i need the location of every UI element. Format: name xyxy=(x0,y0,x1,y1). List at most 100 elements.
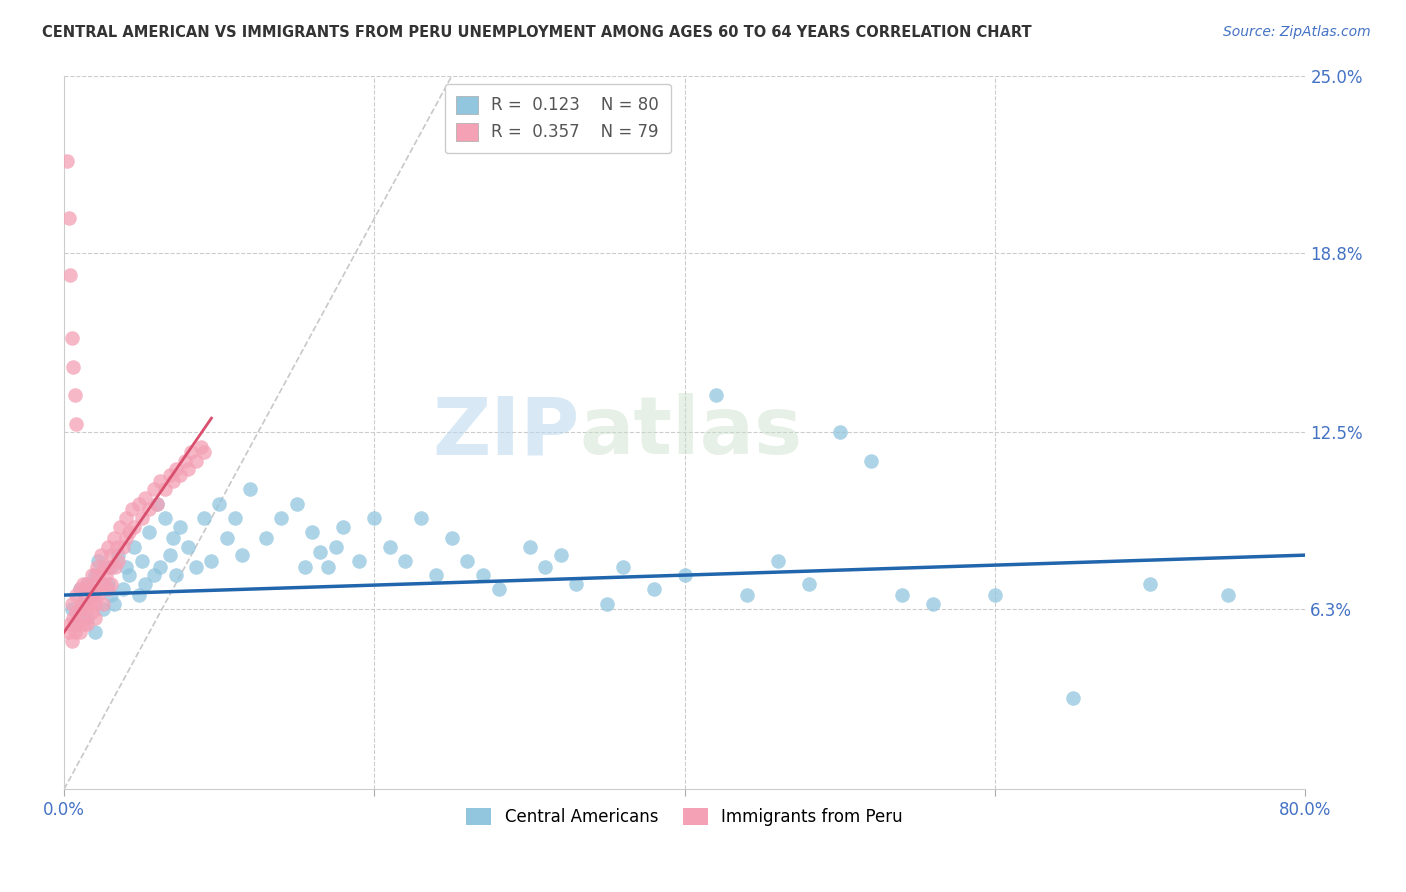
Point xyxy=(58,211,80,226)
Point xyxy=(174,454,197,468)
Point xyxy=(859,454,882,468)
Point xyxy=(440,531,463,545)
Legend: Central Americans, Immigrants from Peru: Central Americans, Immigrants from Peru xyxy=(458,799,911,834)
Point xyxy=(193,511,215,525)
Point xyxy=(193,445,215,459)
Point xyxy=(69,625,91,640)
Point xyxy=(146,497,169,511)
Point xyxy=(363,511,385,525)
Point xyxy=(73,616,96,631)
Point xyxy=(239,483,262,497)
Point xyxy=(76,616,98,631)
Point xyxy=(519,540,541,554)
Point xyxy=(180,445,202,459)
Point xyxy=(1139,576,1161,591)
Point xyxy=(131,511,153,525)
Point xyxy=(1216,588,1239,602)
Point xyxy=(177,462,200,476)
Point xyxy=(456,554,478,568)
Point xyxy=(153,483,176,497)
Point xyxy=(169,468,191,483)
Point xyxy=(87,554,110,568)
Point xyxy=(65,605,87,619)
Point xyxy=(93,559,115,574)
Point xyxy=(118,568,141,582)
Point xyxy=(86,559,108,574)
Point xyxy=(143,568,166,582)
Point xyxy=(100,576,122,591)
Point xyxy=(134,491,156,505)
Point xyxy=(84,597,107,611)
Point xyxy=(285,497,308,511)
Point xyxy=(134,576,156,591)
Point xyxy=(122,540,145,554)
Point xyxy=(65,588,87,602)
Point xyxy=(103,531,125,545)
Point xyxy=(121,502,143,516)
Point xyxy=(62,359,84,374)
Point xyxy=(83,588,105,602)
Point xyxy=(80,605,103,619)
Point xyxy=(612,559,634,574)
Point xyxy=(111,540,134,554)
Point xyxy=(146,497,169,511)
Point xyxy=(60,331,83,345)
Point xyxy=(108,519,131,533)
Point xyxy=(162,474,184,488)
Point xyxy=(118,525,141,540)
Point xyxy=(347,554,370,568)
Point xyxy=(488,582,510,597)
Point xyxy=(149,559,172,574)
Text: Source: ZipAtlas.com: Source: ZipAtlas.com xyxy=(1223,25,1371,39)
Point xyxy=(231,548,253,562)
Point xyxy=(143,483,166,497)
Point xyxy=(80,568,103,582)
Point xyxy=(65,616,87,631)
Point xyxy=(100,588,122,602)
Text: atlas: atlas xyxy=(579,393,803,471)
Point xyxy=(208,497,231,511)
Point xyxy=(60,597,83,611)
Point xyxy=(63,625,86,640)
Point xyxy=(72,611,94,625)
Point xyxy=(184,454,207,468)
Point xyxy=(103,597,125,611)
Point xyxy=(96,540,118,554)
Point xyxy=(797,576,820,591)
Point xyxy=(62,611,84,625)
Point xyxy=(76,576,98,591)
Point xyxy=(76,597,98,611)
Point xyxy=(73,588,96,602)
Point xyxy=(301,525,323,540)
Point xyxy=(891,588,914,602)
Point xyxy=(128,588,150,602)
Point xyxy=(1062,690,1084,705)
Point xyxy=(332,519,354,533)
Point xyxy=(63,388,86,402)
Point xyxy=(76,611,98,625)
Point xyxy=(165,462,187,476)
Point xyxy=(58,625,80,640)
Point xyxy=(828,425,851,440)
Point xyxy=(534,559,557,574)
Point xyxy=(766,554,789,568)
Point xyxy=(80,588,103,602)
Point xyxy=(165,568,187,582)
Point xyxy=(131,554,153,568)
Point xyxy=(550,548,572,562)
Point xyxy=(87,568,110,582)
Point xyxy=(254,531,277,545)
Point xyxy=(79,597,101,611)
Point xyxy=(596,597,619,611)
Point xyxy=(60,633,83,648)
Point xyxy=(70,597,93,611)
Point xyxy=(565,576,588,591)
Point xyxy=(294,559,316,574)
Point xyxy=(215,531,238,545)
Point xyxy=(472,568,495,582)
Point xyxy=(138,525,160,540)
Point xyxy=(84,625,107,640)
Point xyxy=(735,588,758,602)
Point xyxy=(107,548,129,562)
Point xyxy=(111,582,134,597)
